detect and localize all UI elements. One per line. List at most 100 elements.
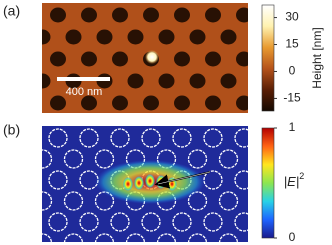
hole <box>189 29 206 45</box>
hole <box>314 118 330 133</box>
hole-outline <box>125 233 146 242</box>
hole-outline <box>63 233 84 242</box>
hole-outline <box>172 128 192 148</box>
hole-outline <box>234 128 248 148</box>
hole <box>158 73 175 89</box>
hole-outline <box>94 149 115 169</box>
hole <box>143 7 159 23</box>
hole-outline <box>313 192 331 210</box>
hole <box>42 73 51 89</box>
hole-outline <box>42 191 53 211</box>
hole-outline <box>110 212 130 232</box>
colorbar <box>261 127 275 239</box>
hole <box>205 7 221 23</box>
hole <box>19 96 35 111</box>
colorbar-tick-label: 30 <box>285 10 299 24</box>
panel-label: (b) <box>3 122 20 138</box>
hole <box>81 51 97 67</box>
colorbar-label: |E|2 <box>284 171 304 189</box>
hole <box>50 7 66 23</box>
hot-spot <box>134 176 144 190</box>
hole <box>189 73 206 89</box>
hole-outline <box>18 129 36 147</box>
hole <box>205 51 221 67</box>
hole-outline <box>203 212 223 232</box>
hole-outline <box>218 149 239 169</box>
hole-outline <box>79 128 99 148</box>
hole <box>174 7 190 23</box>
hole <box>112 51 128 67</box>
hole-outline <box>94 233 115 242</box>
colorbar-tick-label: 0 <box>289 64 296 78</box>
hole-outline <box>141 128 161 148</box>
field-image <box>18 126 331 245</box>
hole-outline <box>48 170 68 190</box>
scale-bar-label: 400 nm <box>66 86 103 98</box>
hole <box>236 95 248 111</box>
panel-label: (a) <box>3 3 20 19</box>
hole-outline <box>63 149 84 169</box>
hole <box>174 51 190 67</box>
hole <box>220 73 237 89</box>
colorbar-label-base: |E| <box>284 174 299 189</box>
hole-outline <box>234 212 248 232</box>
particle <box>145 50 159 64</box>
hole-outline <box>218 233 239 242</box>
hole-outline <box>42 233 53 242</box>
hole-outline <box>187 149 208 169</box>
hole-outline <box>234 170 248 190</box>
hole-outline <box>156 233 177 242</box>
hole-outline <box>187 233 208 242</box>
hole <box>50 95 66 111</box>
hole-outline <box>141 212 161 232</box>
hole-outline <box>18 213 36 231</box>
hole-outline <box>48 128 68 148</box>
arrow-highlight <box>157 171 211 185</box>
hole <box>174 95 190 111</box>
hot-spot <box>145 174 155 188</box>
hole-outline <box>79 212 99 232</box>
hole <box>19 8 35 23</box>
colorbar-tick-label: 15 <box>285 37 299 51</box>
hole <box>205 95 221 111</box>
hole <box>81 95 97 111</box>
hole <box>127 29 144 45</box>
colorbar <box>261 4 275 112</box>
hole <box>298 8 314 23</box>
afm-image <box>19 3 330 133</box>
hole-outline <box>172 212 192 232</box>
hole-outline <box>313 234 331 245</box>
hole-outline <box>18 171 36 189</box>
hole-outline <box>297 129 315 147</box>
hole <box>81 7 97 23</box>
colorbar-tick-label: -15 <box>283 91 301 105</box>
colorbar-tick-label: 1 <box>289 120 296 134</box>
hot-spot <box>123 177 133 191</box>
hole <box>42 29 51 45</box>
colorbar-label-exp: 2 <box>299 171 304 181</box>
hole <box>112 95 128 111</box>
hole <box>96 29 113 45</box>
hole-outline <box>282 150 300 168</box>
hole <box>127 73 144 89</box>
hole <box>143 95 159 111</box>
hole-outline <box>297 213 315 231</box>
hole <box>19 52 35 67</box>
hole <box>220 29 237 45</box>
hole-outline <box>42 149 53 169</box>
hole-outline <box>110 128 130 148</box>
colorbar-tick-label: 0 <box>289 230 296 244</box>
colorbar-label: Height [nm] <box>310 27 324 88</box>
hole <box>112 7 128 23</box>
hole-outline <box>63 191 84 211</box>
hole-outline <box>282 192 300 210</box>
hole-outline <box>313 150 331 168</box>
hole <box>65 29 82 45</box>
hole-outline <box>48 212 68 232</box>
hole <box>236 51 248 67</box>
scale-bar <box>57 77 110 81</box>
hole <box>236 7 248 23</box>
hole-outline <box>203 128 223 148</box>
